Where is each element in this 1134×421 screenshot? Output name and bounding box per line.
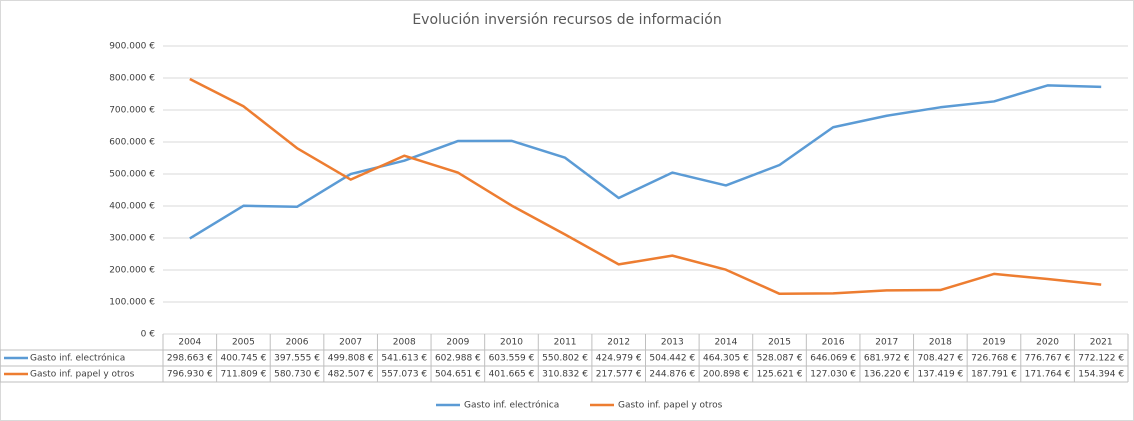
- y-tick-label: 200.000 €: [109, 266, 155, 276]
- x-tick-label: 2021: [1090, 338, 1113, 348]
- legend-label: Gasto inf. papel y otros: [618, 401, 723, 411]
- x-tick-label: 2012: [607, 338, 630, 348]
- y-tick-label: 800.000 €: [109, 74, 155, 84]
- y-tick-label: 900.000 €: [109, 42, 155, 52]
- x-tick-label: 2005: [232, 338, 255, 348]
- x-tick-label: 2015: [768, 338, 791, 348]
- table-cell: 154.394 €: [1078, 370, 1124, 380]
- x-tick-label: 2016: [822, 338, 845, 348]
- table-cell: 580.730 €: [274, 370, 320, 380]
- table-cell: 504.651 €: [435, 370, 481, 380]
- x-tick-label: 2019: [983, 338, 1006, 348]
- table-cell: 482.507 €: [328, 370, 374, 380]
- legend-label: Gasto inf. electrónica: [464, 400, 559, 411]
- table-cell: 298.663 €: [167, 354, 213, 364]
- table-cell: 776.767 €: [1025, 354, 1071, 364]
- y-tick-label: 100.000 €: [109, 298, 155, 308]
- table-cell: 681.972 €: [864, 354, 910, 364]
- y-tick-label: 300.000 €: [109, 234, 155, 244]
- y-tick-label: 500.000 €: [109, 170, 155, 180]
- y-tick-label: 400.000 €: [109, 202, 155, 212]
- table-cell: 772.122 €: [1078, 354, 1124, 364]
- table-cell: 310.832 €: [542, 370, 588, 380]
- y-tick-label: 700.000 €: [109, 106, 155, 116]
- table-cell: 550.802 €: [542, 354, 588, 364]
- table-cell: 464.305 €: [703, 354, 749, 364]
- table-cell: 187.791 €: [971, 370, 1017, 380]
- table-cell: 200.898 €: [703, 370, 749, 380]
- table-row-label: Gasto inf. electrónica: [30, 353, 125, 364]
- table-cell: 127.030 €: [810, 370, 856, 380]
- x-tick-label: 2007: [339, 338, 362, 348]
- table-cell: 137.419 €: [917, 370, 963, 380]
- table-row-label: Gasto inf. papel y otros: [30, 370, 135, 380]
- table-cell: 708.427 €: [917, 354, 963, 364]
- table-cell: 646.069 €: [810, 354, 856, 364]
- x-tick-label: 2004: [178, 338, 201, 348]
- table-cell: 603.559 €: [489, 354, 535, 364]
- table-cell: 244.876 €: [649, 370, 695, 380]
- series-line: [189, 84, 1102, 240]
- table-cell: 499.808 €: [328, 354, 374, 364]
- x-tick-label: 2009: [446, 338, 469, 348]
- table-cell: 541.613 €: [381, 354, 427, 364]
- x-tick-label: 2018: [929, 338, 952, 348]
- x-tick-label: 2020: [1036, 338, 1059, 348]
- table-cell: 528.087 €: [757, 354, 803, 364]
- x-tick-label: 2013: [661, 338, 684, 348]
- table-cell: 504.442 €: [649, 354, 695, 364]
- table-cell: 397.555 €: [274, 354, 320, 364]
- table-cell: 796.930 €: [167, 370, 213, 380]
- table-cell: 400.745 €: [221, 354, 267, 364]
- table-cell: 424.979 €: [596, 354, 642, 364]
- x-tick-label: 2014: [714, 338, 737, 348]
- x-tick-label: 2008: [393, 338, 416, 348]
- table-cell: 711.809 €: [221, 370, 267, 380]
- x-tick-label: 2010: [500, 338, 523, 348]
- x-tick-label: 2011: [554, 338, 577, 348]
- table-cell: 557.073 €: [381, 370, 427, 380]
- y-tick-label: 0 €: [141, 330, 156, 340]
- table-cell: 726.768 €: [971, 354, 1017, 364]
- chart-title: Evolución inversión recursos de informac…: [412, 12, 721, 28]
- table-cell: 602.988 €: [435, 354, 481, 364]
- table-cell: 136.220 €: [864, 370, 910, 380]
- table-cell: 125.621 €: [757, 370, 803, 380]
- table-cell: 401.665 €: [489, 370, 535, 380]
- table-cell: 171.764 €: [1025, 370, 1071, 380]
- table-cell: 217.577 €: [596, 370, 642, 380]
- y-tick-label: 600.000 €: [109, 138, 155, 148]
- x-tick-label: 2017: [875, 338, 898, 348]
- series-line: [189, 77, 1102, 296]
- x-tick-label: 2006: [286, 338, 309, 348]
